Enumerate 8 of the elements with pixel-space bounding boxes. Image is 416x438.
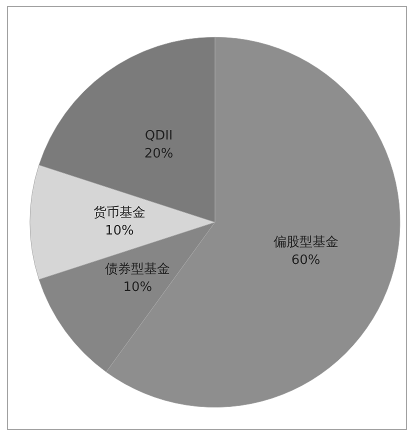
data-label: 10% [104, 224, 134, 239]
slice-label: QDII [144, 128, 173, 144]
data-label: 10% [123, 280, 152, 295]
slice-label: 货币基金 [93, 206, 146, 221]
data-label: 20% [144, 146, 174, 162]
slice-label: 债券型基金 [105, 262, 170, 277]
slice-label: 偏股型基金 [273, 235, 338, 250]
data-label: 60% [291, 253, 320, 268]
